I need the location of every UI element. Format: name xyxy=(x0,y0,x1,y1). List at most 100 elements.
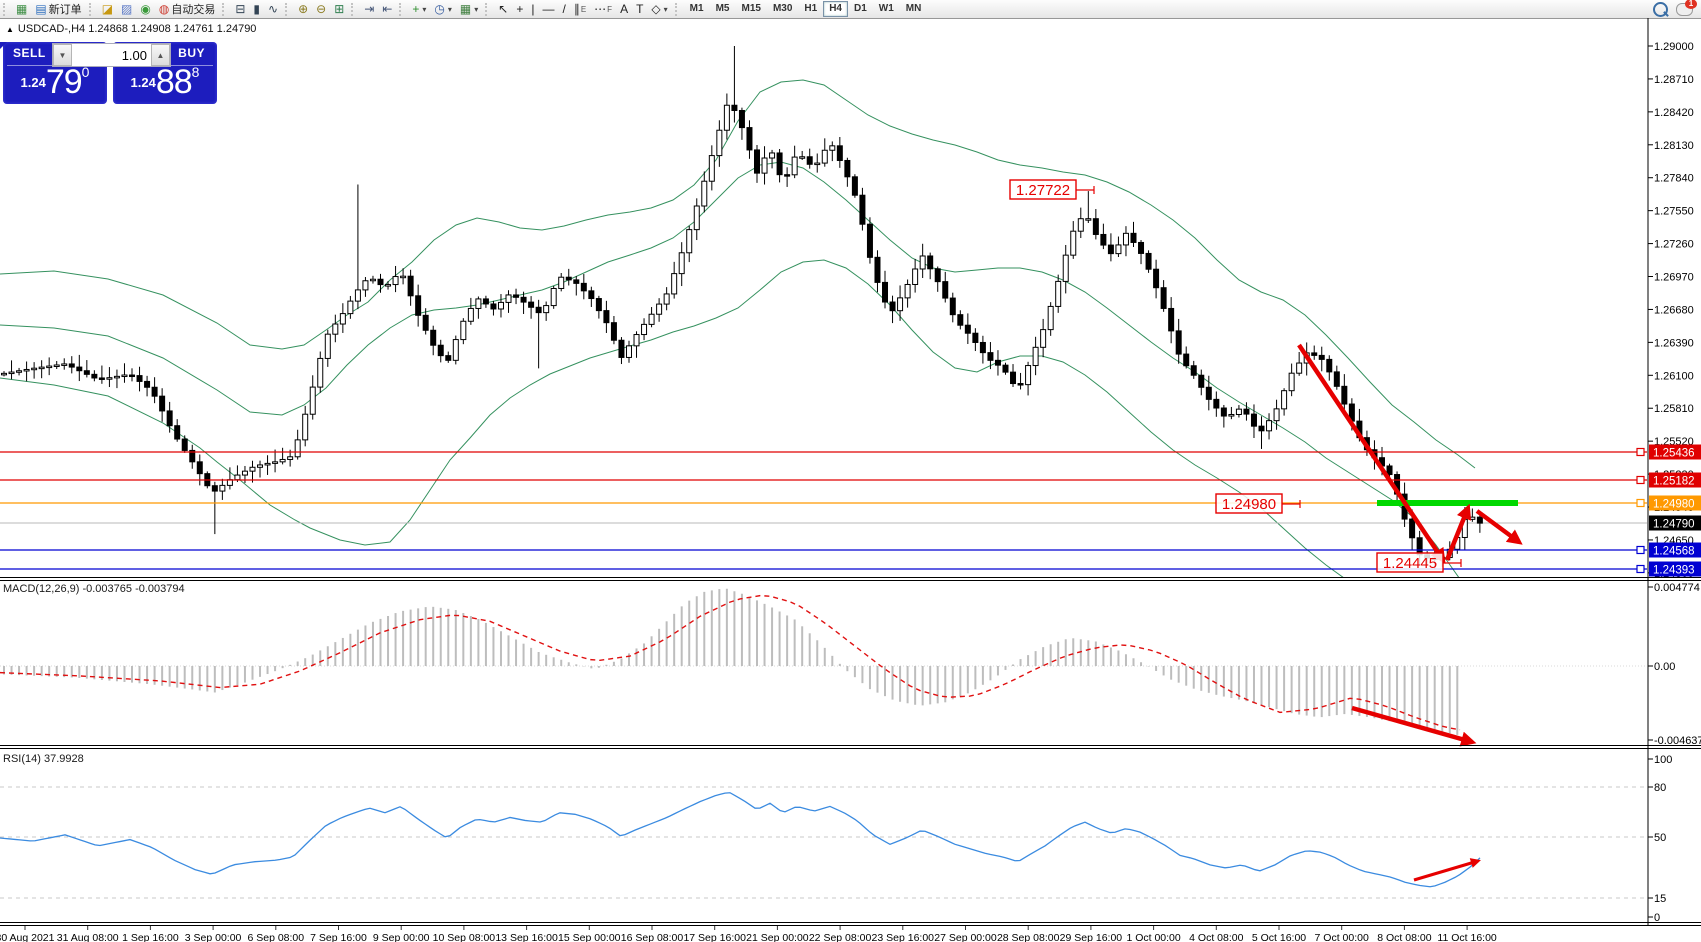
sell-button[interactable]: SELL xyxy=(13,46,46,60)
bar-chart-icon: ⊟ xyxy=(235,2,246,16)
fibonacci-icon[interactable]: ⋯ F xyxy=(590,0,616,18)
level-line-anchor[interactable] xyxy=(1636,475,1645,485)
macd-trend-arrow[interactable] xyxy=(1351,705,1477,747)
periods-icon[interactable]: ◷ ▾ xyxy=(430,0,456,18)
timeframe-m15-button[interactable]: M15 xyxy=(741,3,761,14)
green-resistance-segment[interactable] xyxy=(1377,500,1518,506)
trendline-icon[interactable]: / xyxy=(558,0,569,18)
arrows-tool-icon[interactable]: ◇ ▾ xyxy=(647,0,671,18)
price-tick-label: 1.25810 xyxy=(1654,403,1694,415)
toolbar-grip xyxy=(88,2,94,16)
fibonacci-subscript: F xyxy=(607,4,613,14)
text-icon[interactable]: A xyxy=(616,0,632,18)
rsi-trend-arrow[interactable] xyxy=(1413,858,1481,882)
tile-windows-icon: ⊞ xyxy=(334,2,345,16)
one-click-collapse-icon[interactable] xyxy=(0,42,7,49)
zoom-out-icon[interactable]: ⊖ xyxy=(312,0,330,18)
volume-decrease-button[interactable]: ▼ xyxy=(53,44,72,66)
new-order-button[interactable]: ▤ 新订单 xyxy=(31,0,85,18)
timeframe-w1-button[interactable]: W1 xyxy=(878,3,894,14)
price-tick-label: 1.28710 xyxy=(1654,74,1694,86)
new-order-label: 新订单 xyxy=(48,4,82,16)
volume-input[interactable] xyxy=(72,44,151,66)
symbol-chart-icon: ▦ xyxy=(16,2,28,16)
tile-windows-icon[interactable]: ⊞ xyxy=(330,0,348,18)
timeframe-h4-button[interactable]: H4 xyxy=(823,1,848,17)
macd-axis-label: -0.004637 xyxy=(1654,735,1701,747)
time-tick-label: 7 Sep 16:00 xyxy=(310,932,367,942)
zoom-in-icon[interactable]: ⊕ xyxy=(294,0,312,18)
vertical-line-icon[interactable]: | xyxy=(527,0,538,18)
price-badge: 1.24393 xyxy=(1649,561,1701,577)
price-badge: 1.24790 xyxy=(1649,515,1701,531)
rsi-axis-label: 0 xyxy=(1654,912,1660,924)
timeframe-mn-button[interactable]: MN xyxy=(905,3,922,14)
periods-caret-icon[interactable]: ▾ xyxy=(447,4,452,14)
time-tick-label: 23 Sep 16:00 xyxy=(872,932,935,942)
price-trend-arrow-1[interactable] xyxy=(1297,343,1446,564)
price-annotation-label[interactable]: 1.24980 xyxy=(1215,493,1301,514)
bollinger-lower-band xyxy=(0,259,1344,577)
search-icon[interactable] xyxy=(1653,1,1668,17)
timeframe-m30-button[interactable]: M30 xyxy=(772,3,793,14)
cursor-icon[interactable]: ↖ xyxy=(494,0,512,18)
price-trend-arrow-2[interactable] xyxy=(1444,503,1472,561)
zoom-out-icon: ⊖ xyxy=(316,2,327,16)
time-tick-label: 10 Sep 08:00 xyxy=(433,932,496,942)
timeframe-m5-button[interactable]: M5 xyxy=(715,3,730,14)
signal-icon[interactable]: ◉ xyxy=(136,0,154,18)
line-chart-icon[interactable]: ∿ xyxy=(264,0,282,18)
templates-caret-icon[interactable]: ▾ xyxy=(474,4,479,14)
timeframe-d1-button[interactable]: D1 xyxy=(853,3,867,14)
time-tick-label: 1 Sep 16:00 xyxy=(122,932,179,942)
level-line-anchor[interactable] xyxy=(1636,564,1645,574)
indicators-icon[interactable]: + ▾ xyxy=(408,0,430,18)
auto-scroll-icon[interactable]: ⇥ xyxy=(360,0,378,18)
volume-stepper: ▼ ▲ xyxy=(52,43,171,67)
time-tick-label: 22 Sep 08:00 xyxy=(809,932,872,942)
time-tick-label: 9 Sep 00:00 xyxy=(373,932,430,942)
equidistant-channel-icon[interactable]: ∥ E xyxy=(570,0,590,18)
vertical-line-icon: | xyxy=(531,2,535,16)
chart-symbol-icon: ▲ xyxy=(6,24,14,34)
price-tick-label: 1.28420 xyxy=(1654,107,1694,119)
candlestick-chart-icon[interactable]: ▮ xyxy=(249,0,264,18)
macd-axis-label: 0.004774 xyxy=(1654,582,1700,594)
horizontal-line-icon[interactable]: — xyxy=(538,0,558,18)
timeframe-h1-button[interactable]: H1 xyxy=(804,3,818,14)
level-line-anchor[interactable] xyxy=(1636,447,1645,457)
buy-price-pip: 8 xyxy=(191,64,200,80)
autotrade-button[interactable]: ◍ 自动交易 xyxy=(155,0,219,18)
crosshair-icon[interactable]: + xyxy=(512,0,527,18)
level-line-anchor[interactable] xyxy=(1636,498,1645,508)
indicators-caret-icon[interactable]: ▾ xyxy=(422,4,427,14)
volume-increase-button[interactable]: ▲ xyxy=(151,44,170,66)
trendline-icon: / xyxy=(562,2,566,16)
price-trend-arrow-3[interactable] xyxy=(1475,509,1523,545)
chart-shift-icon[interactable]: ⇤ xyxy=(378,0,396,18)
text-label-icon[interactable]: T xyxy=(632,0,647,18)
macd-signal-line xyxy=(0,594,1461,731)
level-line-anchor[interactable] xyxy=(1636,545,1645,555)
price-tick-label: 1.26970 xyxy=(1654,272,1694,284)
timeframe-m1-button[interactable]: M1 xyxy=(689,3,704,14)
price-annotation-label[interactable]: 1.27722 xyxy=(1009,179,1095,200)
templates-icon[interactable]: ▦ ▾ xyxy=(456,0,482,18)
buy-button[interactable]: BUY xyxy=(178,46,205,60)
arrows-tool-caret-icon[interactable]: ▾ xyxy=(663,4,668,14)
templates-icon: ▦ xyxy=(459,2,472,16)
profiles-icon: ▨ xyxy=(121,2,133,16)
price-annotation-label[interactable]: 1.24445 xyxy=(1376,552,1462,573)
symbol-chart-icon[interactable]: ▦ xyxy=(12,0,31,18)
chart-title: ▲ USDCAD-,H4 1.24868 1.24908 1.24761 1.2… xyxy=(6,23,256,35)
time-tick-label: 29 Sep 16:00 xyxy=(1060,932,1123,942)
buy-price: 1.24888 xyxy=(113,63,217,102)
bar-chart-icon[interactable]: ⊟ xyxy=(231,0,249,18)
notifications-icon[interactable]: 1 xyxy=(1676,0,1697,16)
one-click-trade-panel: SELL 1.24790 BUY 1.24888 ▼ ▲ xyxy=(3,42,217,104)
autotrade-icon: ◍ xyxy=(158,2,170,16)
eraser-icon[interactable]: ◪ xyxy=(98,0,117,18)
bollinger-upper-band xyxy=(0,79,1476,469)
indicators-icon: + xyxy=(412,2,420,16)
profiles-icon[interactable]: ▨ xyxy=(117,0,136,18)
